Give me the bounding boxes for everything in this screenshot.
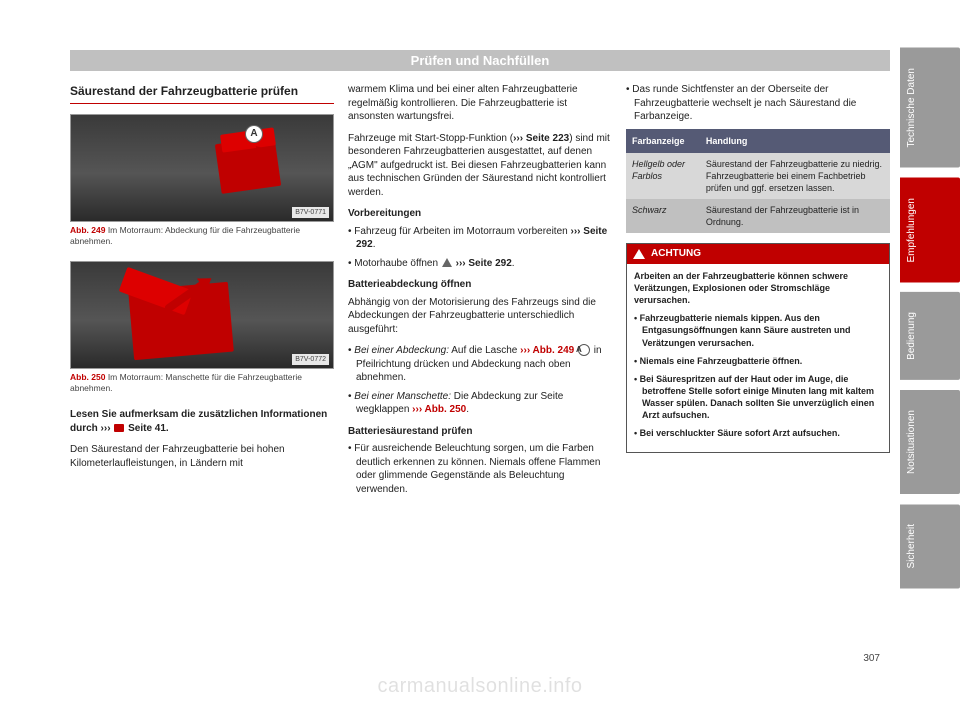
cell-r2c1: Schwarz xyxy=(626,199,700,233)
fig-250-text: Im Motorraum: Manschette für die Fahrzeu… xyxy=(70,372,302,393)
figure-249-image: A B7V-0771 xyxy=(70,114,334,222)
sub-vorbereitungen: Vorbereitungen xyxy=(348,207,612,221)
fig-250-num: Abb. 250 xyxy=(70,372,105,382)
bullet-sichtfenster: Das runde Sichtfenster an der Oberseite … xyxy=(626,83,890,124)
b2b: ››› Seite 292 xyxy=(453,258,512,269)
bullet-prep1: Fahrzeug für Arbeiten im Motorraum vorbe… xyxy=(348,225,612,252)
tab-bedienung[interactable]: Bedienung xyxy=(900,292,960,380)
figure-249: A B7V-0771 Abb. 249 Im Motorraum: Abdeck… xyxy=(70,114,334,257)
b2a: Motorhaube öffnen xyxy=(354,258,441,269)
b3c: ››› Abb. 249 xyxy=(520,345,574,356)
color-indicator-table: Farbanzeige Handlung Hellgelb oder Farbl… xyxy=(626,129,890,234)
warn-b1: Fahrzeugbatterie niemals kippen. Aus den… xyxy=(634,312,882,348)
figure-250-caption: Abb. 250 Im Motorraum: Manschette für di… xyxy=(70,369,334,404)
b3b: Auf die Lasche xyxy=(449,345,520,356)
bullet-abdeckung2: Bei einer Manschette: Die Abdeckung zur … xyxy=(348,390,612,417)
page-number: 307 xyxy=(863,653,880,664)
b4a: Bei einer Manschette: xyxy=(354,391,451,402)
figure-250: B7V-0772 Abb. 250 Im Motorraum: Manschet… xyxy=(70,261,334,404)
col2-p2b: ››› Seite 223 xyxy=(513,133,569,144)
warning-triangle-icon xyxy=(442,258,452,267)
col1-p2: Den Säurestand der Fahrzeugbatterie bei … xyxy=(70,443,334,470)
bullet-prep2: Motorhaube öffnen ››› Seite 292. xyxy=(348,257,612,271)
th-farbanzeige: Farbanzeige xyxy=(626,129,700,153)
sub-saeurestand: Batteriesäurestand prüfen xyxy=(348,425,612,439)
col2-p3: Abhängig von der Motorisierung des Fahrz… xyxy=(348,296,612,337)
bullet-light: Für ausreichende Beleuchtung sorgen, um … xyxy=(348,442,612,496)
tab-empfehlungen[interactable]: Empfehlungen xyxy=(900,178,960,283)
side-tabs: Technische Daten Empfehlungen Bedienung … xyxy=(900,48,960,588)
figure-250-image: B7V-0772 xyxy=(70,261,334,369)
read-carefully-2: Seite 41. xyxy=(125,423,168,434)
tab-notsituationen[interactable]: Notsituationen xyxy=(900,390,960,494)
th-handlung: Handlung xyxy=(700,129,890,153)
table-row: Schwarz Säurestand der Fahrzeugbatterie … xyxy=(626,199,890,233)
col2-p1: warmem Klima und bei einer alten Fahrzeu… xyxy=(348,83,612,124)
warning-box: ACHTUNG Arbeiten an der Fahrzeugbatterie… xyxy=(626,243,890,452)
warning-title: ACHTUNG xyxy=(651,247,701,261)
read-carefully-1: Lesen Sie aufmerksam die zusätzlichen In… xyxy=(70,409,327,434)
b4c: ››› Abb. 250 xyxy=(412,404,466,415)
c3b1: Das runde Sichtfenster an der Oberseite … xyxy=(632,84,856,122)
b1a: Fahrzeug für Arbeiten im Motorraum vorbe… xyxy=(354,226,570,237)
col2-p2a: Fahrzeuge mit Start-Stopp-Funktion ( xyxy=(348,133,513,144)
tab-sicherheit[interactable]: Sicherheit xyxy=(900,504,960,588)
tab-technische-daten[interactable]: Technische Daten xyxy=(900,48,960,168)
b3a: Bei einer Abdeckung: xyxy=(354,345,449,356)
b4d: . xyxy=(466,404,469,415)
warning-body: Arbeiten an der Fahrzeugbatterie können … xyxy=(627,264,889,452)
column-3: Das runde Sichtfenster an der Oberseite … xyxy=(626,83,890,501)
cell-r2c2: Säurestand der Fahrzeugbatterie ist in O… xyxy=(700,199,890,233)
page-section-title: Prüfen und Nachfüllen xyxy=(70,50,890,71)
cell-r1c1: Hellgelb oder Farblos xyxy=(626,153,700,199)
read-carefully: Lesen Sie aufmerksam die zusätzlichen In… xyxy=(70,408,334,435)
b2c: . xyxy=(512,258,515,269)
fig-249-num: Abb. 249 xyxy=(70,225,105,235)
column-2: warmem Klima und bei einer alten Fahrzeu… xyxy=(348,83,612,501)
col2-p2: Fahrzeuge mit Start-Stopp-Funktion (››› … xyxy=(348,132,612,200)
col1-heading: Säurestand der Fahrzeugbatterie prüfen xyxy=(70,83,334,104)
warn-b3: Bei Säurespritzen auf der Haut oder im A… xyxy=(634,373,882,422)
cell-r1c2: Säurestand der Fahrzeugbatterie zu niedr… xyxy=(700,153,890,199)
b1c: . xyxy=(373,239,376,250)
fig-249-text: Im Motorraum: Abdeckung für die Fahrzeug… xyxy=(70,225,300,246)
watermark: carmanualsonline.info xyxy=(377,675,582,698)
figure-249-caption: Abb. 249 Im Motorraum: Abdeckung für die… xyxy=(70,222,334,257)
warn-b4: Bei verschluckter Säure sofort Arzt aufs… xyxy=(634,427,882,439)
book-icon xyxy=(114,424,124,432)
content-columns: Säurestand der Fahrzeugbatterie prüfen A… xyxy=(70,83,890,501)
warn-lead: Arbeiten an der Fahrzeugbatterie können … xyxy=(634,270,882,306)
column-1: Säurestand der Fahrzeugbatterie prüfen A… xyxy=(70,83,334,501)
table-row: Hellgelb oder Farblos Säurestand der Fah… xyxy=(626,153,890,199)
warn-b2: Niemals eine Fahrzeugbatterie öffnen. xyxy=(634,355,882,367)
bullet-abdeckung1: Bei einer Abdeckung: Auf die Lasche ››› … xyxy=(348,344,612,385)
manual-page: Prüfen und Nachfüllen Säurestand der Fah… xyxy=(70,50,890,670)
marker-A-inline: A xyxy=(578,344,590,356)
warning-triangle-icon xyxy=(633,249,645,259)
sub-abdeckung: Batterieabdeckung öffnen xyxy=(348,278,612,292)
warning-header: ACHTUNG xyxy=(627,244,889,264)
b5: Für ausreichende Beleuchtung sorgen, um … xyxy=(354,443,600,495)
figure-249-tag: B7V-0771 xyxy=(292,207,329,218)
figure-250-tag: B7V-0772 xyxy=(292,354,329,365)
